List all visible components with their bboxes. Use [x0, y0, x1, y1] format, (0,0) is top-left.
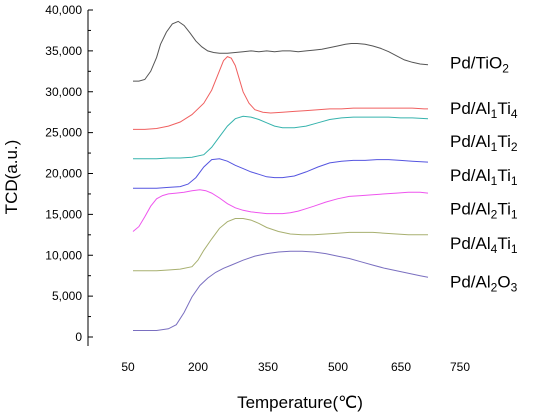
- x-tick-label: 750: [450, 360, 470, 374]
- x-tick-label: 50: [121, 360, 135, 374]
- series-label: Pd/Al1Ti1: [450, 166, 518, 188]
- series-label: Pd/Al1Ti2: [450, 132, 518, 154]
- series-line: [133, 56, 428, 130]
- x-tick-label: 200: [188, 360, 208, 374]
- y-tick-label: 35,000: [45, 44, 82, 58]
- series-lines: [132, 20, 429, 331]
- y-tick-label: 15,000: [45, 207, 82, 221]
- y-tick-label: 20,000: [45, 167, 82, 181]
- y-tick-label: 30,000: [45, 85, 82, 99]
- y-tick-label: 0: [75, 330, 82, 344]
- series-label: Pd/Al4Ti1: [450, 234, 518, 256]
- y-ticks: 0 5,000 10,000 15,000 20,000 25,000 30,000 35,0…: [45, 3, 93, 344]
- series-line: [133, 250, 429, 331]
- series-line: [133, 20, 429, 82]
- series-label: Pd/Al2O3: [450, 272, 518, 294]
- series-label: Pd/TiO2: [450, 53, 509, 75]
- y-tick-label: 10,000: [45, 248, 82, 262]
- x-ticks: 50 200 350 500 650 750: [121, 360, 470, 374]
- series-labels: Pd/TiO2 Pd/Al1Ti4 Pd/Al1Ti2 Pd/Al1Ti1 Pd/Al2…: [450, 53, 518, 294]
- x-tick-label: 350: [258, 360, 278, 374]
- x-tick-label: 650: [391, 360, 411, 374]
- series-line: [132, 189, 429, 232]
- y-axis-title: TCD(a.u.): [2, 140, 21, 215]
- series-label: Pd/Al1Ti4: [450, 99, 518, 121]
- y-tick-label: 5,000: [52, 289, 82, 303]
- series-line: [133, 115, 429, 160]
- x-axis-title: Temperature(℃): [237, 393, 363, 412]
- y-tick-label: 25,000: [45, 126, 82, 140]
- series-line: [133, 218, 428, 272]
- y-tick-label: 40,000: [45, 3, 82, 17]
- series-label: Pd/Al2Ti1: [450, 200, 518, 222]
- x-tick-label: 500: [328, 360, 348, 374]
- series-line: [133, 158, 429, 189]
